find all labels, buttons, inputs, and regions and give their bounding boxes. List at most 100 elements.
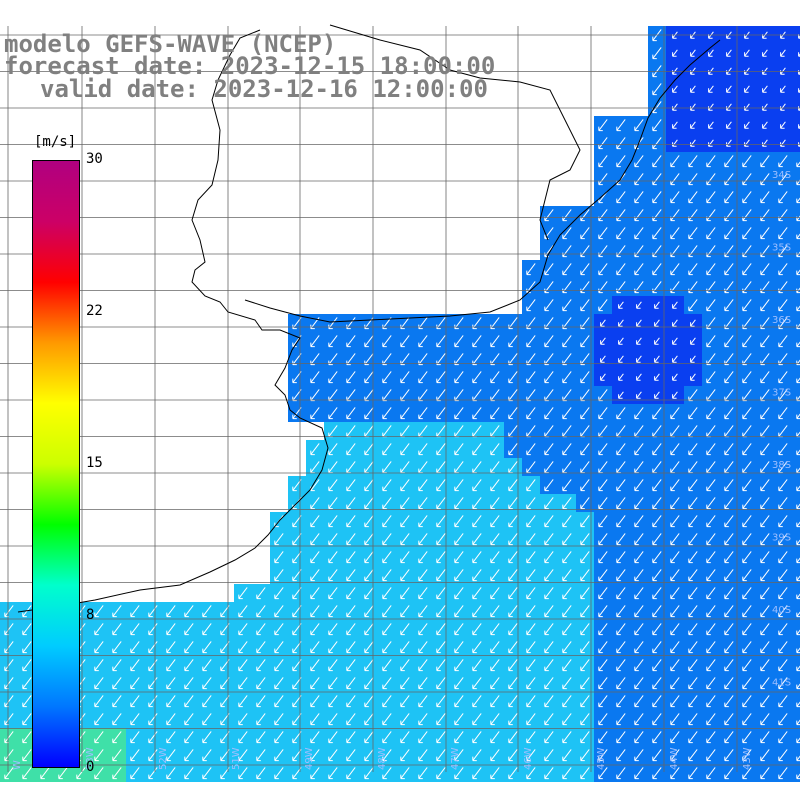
wind-arrow (724, 227, 734, 240)
wind-arrow (580, 713, 590, 726)
wind-arrow (544, 533, 554, 546)
wind-arrow (130, 641, 140, 654)
wind-arrow (400, 371, 410, 384)
wind-arrow (580, 605, 590, 618)
wind-arrow (544, 371, 554, 384)
wind-arrow (798, 70, 800, 75)
wind-arrow (742, 443, 752, 456)
wind-arrow (634, 407, 644, 420)
wind-arrow (598, 479, 608, 492)
wind-arrow (310, 713, 320, 726)
wind-arrow (778, 299, 788, 312)
wind-arrow (310, 641, 320, 654)
wind-arrow (706, 731, 716, 744)
wind-arrow (400, 353, 410, 366)
wind-arrow (544, 407, 554, 420)
wind-arrow (382, 371, 392, 384)
wind-arrow (672, 391, 678, 399)
wind-arrow (580, 533, 590, 546)
wind-arrow (760, 695, 770, 708)
wind-arrow (382, 443, 392, 456)
wind-arrow (508, 479, 518, 492)
wind-arrow (508, 767, 518, 780)
wind-arrow (400, 749, 410, 762)
wind-arrow (436, 569, 446, 582)
wind-cell (792, 494, 800, 512)
wind-arrow (580, 353, 590, 366)
wind-arrow (796, 413, 800, 420)
wind-arrow (472, 407, 482, 420)
wind-arrow (238, 767, 248, 780)
wind-arrow (742, 713, 752, 726)
wind-arrow (706, 551, 716, 564)
wind-arrow (760, 569, 770, 582)
latitude-label: 39S (772, 533, 791, 544)
wind-arrow (706, 605, 716, 618)
wind-arrow (778, 335, 788, 348)
wind-arrow (778, 605, 788, 618)
longitude-label: 48W (377, 747, 388, 770)
wind-arrow (598, 155, 608, 168)
wind-cell (792, 242, 800, 260)
wind-arrow (166, 713, 176, 726)
wind-arrow (364, 767, 374, 780)
wind-arrow (796, 269, 800, 276)
wind-arrow (724, 191, 734, 204)
wind-arrow (526, 695, 536, 708)
wind-arrow (670, 713, 680, 726)
wind-arrow (436, 659, 446, 672)
wind-arrow (706, 695, 716, 708)
wind-arrow (760, 605, 770, 618)
wind-arrow (526, 659, 536, 672)
wind-arrow (706, 227, 716, 240)
latitude-labels: 34S 35S 36S 37S 38S 39S 40S 41S (772, 170, 791, 689)
wind-arrow (544, 263, 554, 276)
wind-arrow (600, 337, 606, 345)
wind-arrow (418, 587, 428, 600)
wind-arrow (400, 569, 410, 582)
wind-arrow (418, 731, 428, 744)
wind-arrow (76, 767, 86, 780)
wind-arrow (544, 695, 554, 708)
wind-cell (792, 260, 800, 278)
wind-arrow (796, 575, 800, 582)
wind-arrow (418, 605, 428, 618)
wind-arrow (238, 605, 248, 618)
wind-arrow (544, 641, 554, 654)
wind-arrow (166, 749, 176, 762)
wind-arrow (382, 533, 392, 546)
wind-arrow (562, 605, 572, 618)
wind-arrow (616, 227, 626, 240)
wind-arrow (202, 623, 212, 636)
wind-arrow (544, 443, 554, 456)
longitude-label: 47W (450, 747, 461, 770)
wind-arrow (436, 767, 446, 780)
wind-arrow (346, 623, 356, 636)
wind-arrow (670, 191, 680, 204)
wind-arrow (364, 353, 374, 366)
wind-arrow (652, 497, 662, 510)
wind-arrow (562, 713, 572, 726)
wind-arrow (742, 767, 752, 780)
wind-arrow (580, 371, 590, 384)
wind-arrow (112, 695, 122, 708)
wind-arrow (652, 569, 662, 582)
wind-arrow (652, 659, 662, 672)
wind-arrow (688, 155, 698, 168)
wind-arrow (724, 479, 734, 492)
wind-arrow (472, 569, 482, 582)
wind-arrow (526, 623, 536, 636)
wind-arrow (40, 767, 50, 780)
wind-arrow (672, 121, 678, 129)
wind-arrow (636, 355, 642, 363)
wind-arrow (436, 371, 446, 384)
wind-arrow (364, 641, 374, 654)
wind-arrow (652, 587, 662, 600)
wind-arrow (634, 695, 644, 708)
wind-arrow (778, 407, 788, 420)
wind-arrow (672, 337, 678, 345)
wind-arrow (598, 245, 608, 258)
wind-arrow (562, 371, 572, 384)
wind-arrow (744, 85, 750, 93)
wind-arrow (634, 533, 644, 546)
